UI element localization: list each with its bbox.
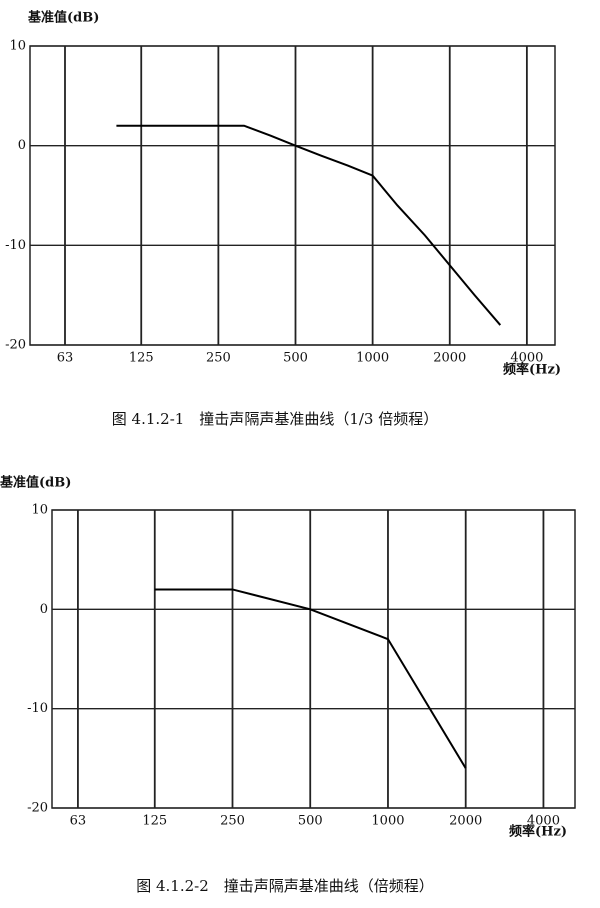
x-tick-label: 1000 [371,814,404,829]
x-tick-label: 125 [142,814,167,829]
y-tick-label: -20 [5,338,26,353]
caption: 图 4.1.2-2 撞击声隔声基准曲线（倍频程） [136,877,434,895]
y-tick-label: 10 [31,503,48,518]
x-tick-label: 4000 [527,814,560,829]
x-axis-label: 频率(Hz) [509,824,567,840]
caption: 图 4.1.2-1 撞击声隔声基准曲线（1/3 倍频程） [112,410,438,428]
x-tick-label: 1000 [356,351,389,366]
y-axis-label: 基准值(dB) [27,10,99,26]
x-tick-label: 2000 [449,814,482,829]
y-tick-label: 0 [40,602,48,617]
x-tick-label: 4000 [510,351,543,366]
data-line [154,588,467,769]
plot-frame [29,45,556,346]
x-tick-label: 500 [283,351,308,366]
x-tick-label: 2000 [433,351,466,366]
x-tick-label: 500 [298,814,323,829]
y-tick-label: -20 [27,801,48,816]
x-tick-label: 63 [57,351,74,366]
x-tick-label: 125 [129,351,154,366]
x-tick-label: 250 [206,351,231,366]
y-tick-label: 0 [18,138,26,153]
x-tick-label: 250 [220,814,245,829]
y-axis-label: 基准值(dB) [0,475,71,491]
y-tick-label: -10 [27,701,48,716]
data-line [116,124,502,326]
y-tick-label: -10 [5,238,26,253]
plot-frame [51,509,576,809]
x-tick-label: 63 [70,814,87,829]
y-tick-label: 10 [9,39,26,54]
x-axis-label: 频率(Hz) [503,362,561,378]
